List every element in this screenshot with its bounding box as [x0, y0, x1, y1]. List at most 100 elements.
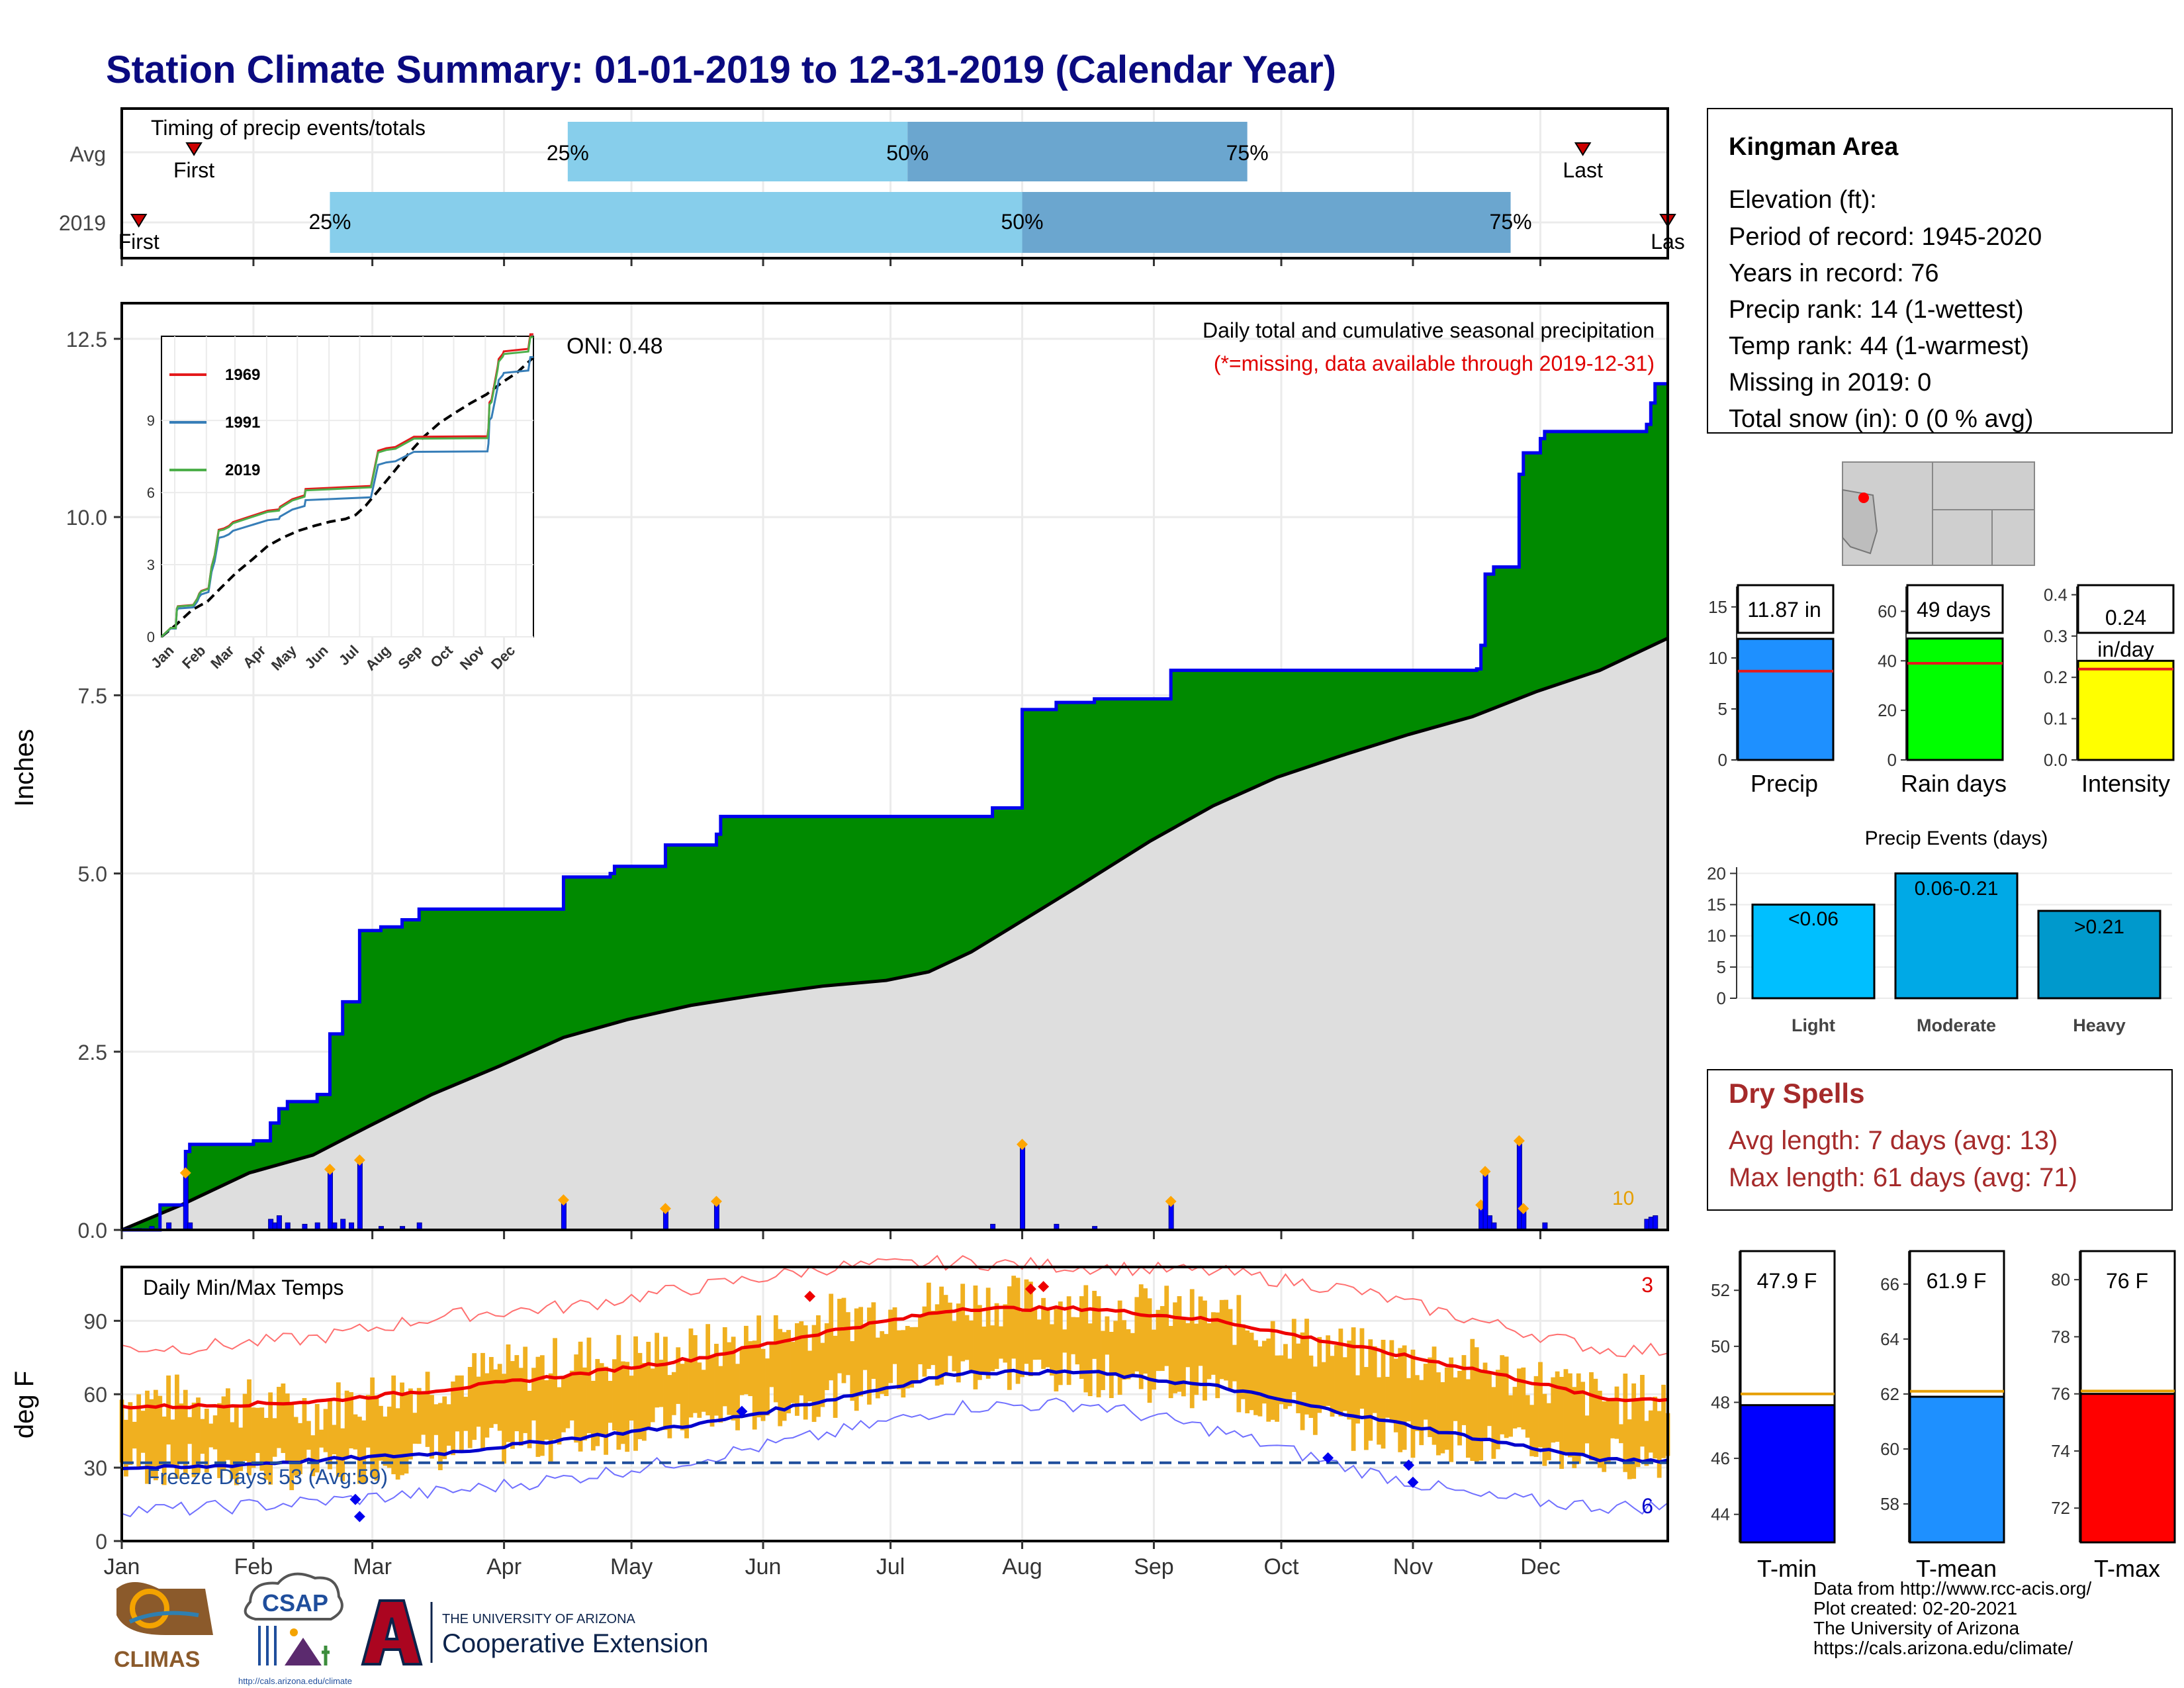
tstat-value-bar [1739, 1404, 1836, 1544]
precip-y-tick-label: 12.5 [66, 328, 107, 352]
daily-temp-range-bar [1279, 1355, 1284, 1405]
temp-y-axis: 0 30 60 90 [83, 1309, 122, 1554]
ua-block-a [361, 1599, 423, 1665]
daily-temp-range-bar [1071, 1317, 1075, 1354]
tstat-value-bar [1909, 1395, 2005, 1544]
daily-temp-range-bar [467, 1367, 473, 1448]
daily-temp-range-bar [1593, 1378, 1598, 1460]
daily-temp-range-bar [981, 1327, 987, 1373]
station-line-missing: Missing in 2019: 0 [1729, 369, 1931, 397]
daily-temp-range-bar [1304, 1319, 1309, 1415]
observed-cumulative-line [122, 382, 1668, 1232]
daily-temp-range-bar [667, 1375, 672, 1438]
inset-grid [161, 336, 533, 637]
daily-temp-range-bar [161, 1416, 167, 1485]
daily-temp-range-bar [553, 1338, 557, 1440]
daily-temp-range-bar [1512, 1387, 1518, 1429]
daily-temp-range-bar [332, 1425, 337, 1455]
daily-temp-range-bar [124, 1419, 128, 1477]
month-label: Jun [745, 1554, 782, 1579]
tmin-value: 47.9 F [1757, 1269, 1817, 1293]
daily-temp-range-bar [782, 1332, 787, 1421]
daily-temp-range-bar [506, 1344, 511, 1442]
daily-temp-range-bar [625, 1362, 630, 1452]
daily-temp-range-bar [1597, 1390, 1602, 1468]
daily-temp-range-bar [1377, 1377, 1382, 1445]
dry-spells-box: Dry Spells Avg length: 7 days (avg: 13) … [1707, 1069, 2173, 1211]
station-info-box: Kingman Area Elevation (ft): Period of r… [1707, 108, 2173, 434]
daily-temp-range-bar [1266, 1338, 1271, 1422]
event-category-light: Light [1792, 1015, 1835, 1035]
daily-temp-range-bar [769, 1341, 774, 1387]
daily-temp-range-bar [149, 1399, 154, 1477]
event-bar-heavy [2037, 910, 2161, 1000]
daily-temp-range-bar [1317, 1336, 1322, 1413]
daily-temp-range-bar [1168, 1326, 1173, 1399]
daily-temp-range-bar [298, 1423, 302, 1475]
daily-temp-range-bar [523, 1346, 528, 1433]
daily-temp-range-bar [1410, 1349, 1416, 1458]
daily-temp-range-bar [595, 1358, 600, 1446]
tmin-chart: T-min 44 46 48 50 52 47.9 F [1711, 1250, 1836, 1582]
tstat-y-tick-label: 52 [1711, 1280, 1730, 1300]
daily-temp-range-bar [158, 1395, 163, 1466]
daily-temp-range-bar [263, 1417, 269, 1480]
intensity-chart: Intensity 0.0 0.1 0.2 0.3 0.4 0.24 in/day [2044, 584, 2175, 797]
daily-temp-range-bar [1236, 1295, 1242, 1413]
rain-days-label: Rain days [1901, 770, 2007, 797]
tstat-y-tick-label: 72 [2051, 1498, 2070, 1518]
daily-temp-range-bar [833, 1335, 838, 1418]
daily-temp-range-bar [727, 1342, 732, 1415]
daily-temp-range-bar [561, 1378, 566, 1432]
daily-temp-range-bar [1308, 1355, 1314, 1418]
daily-temp-range-bar [1631, 1383, 1637, 1479]
dry-spells-frame [1707, 1069, 2173, 1211]
csap-rain-lines [258, 1626, 277, 1665]
daily-temp-range-bar [858, 1307, 864, 1397]
first-event-marker [185, 142, 203, 156]
daily-temp-range-bar [226, 1388, 230, 1460]
daily-temp-range-bar [1482, 1362, 1488, 1438]
daily-temp-range-bar [183, 1389, 188, 1475]
stat-y-tick-label: 0.1 [2044, 709, 2068, 729]
daily-temp-range-bar [1368, 1339, 1373, 1441]
daily-temp-range-bar [217, 1403, 222, 1478]
first-event-label: First [173, 158, 214, 182]
tstat-y-tick-label: 48 [1711, 1392, 1730, 1412]
event-bar-moderate [1894, 872, 2019, 1000]
daily-temp-range-bar [1050, 1324, 1054, 1376]
daily-temp-range-bar [1066, 1296, 1071, 1385]
daily-temp-range-bar [1126, 1329, 1131, 1380]
stat-y-tick-label: 40 [1878, 651, 1897, 671]
daily-temp-range-bar [701, 1370, 706, 1412]
month-label: Aug [1002, 1554, 1042, 1579]
daily-temp-range-bar [1465, 1379, 1471, 1458]
daily-temp-range-bar [1542, 1393, 1547, 1466]
timing-q75-label: 75% [1490, 210, 1532, 234]
daily-temp-range-bar [365, 1395, 371, 1448]
daily-temp-range-bar [697, 1362, 702, 1418]
daily-temp-range-bar [829, 1293, 834, 1381]
daily-temp-range-bar [1423, 1364, 1428, 1420]
daily-temp-range-bar [255, 1407, 260, 1453]
daily-temp-range-bar [1326, 1335, 1330, 1406]
temp-y-tick-label: 60 [83, 1383, 107, 1407]
heavy-day-marker [1518, 1203, 1529, 1215]
daily-temp-range-bar [379, 1405, 383, 1461]
daily-temp-range-bar [926, 1282, 931, 1369]
month-label: Mar [353, 1554, 392, 1579]
daily-temp-range-bar [281, 1383, 286, 1453]
daily-temp-range-bar [811, 1325, 817, 1423]
daily-temp-range-bar [1105, 1316, 1110, 1355]
daily-temp-range-bar [948, 1302, 952, 1356]
daily-temp-range-bar [888, 1309, 893, 1383]
daily-temp-range-bar [1177, 1296, 1182, 1392]
tstat-y-tick-label: 64 [1880, 1329, 1899, 1349]
stat-value-box [1737, 584, 1835, 634]
csap-mountain [285, 1638, 322, 1665]
temp-panel: Daily Min/Max Temps Freeze Days: 53 (Avg… [10, 1254, 1670, 1579]
daily-temp-range-bar [756, 1315, 762, 1418]
tstat-y-tick-label: 44 [1711, 1505, 1730, 1524]
tstat-y-tick-label: 76 [2051, 1384, 2070, 1404]
